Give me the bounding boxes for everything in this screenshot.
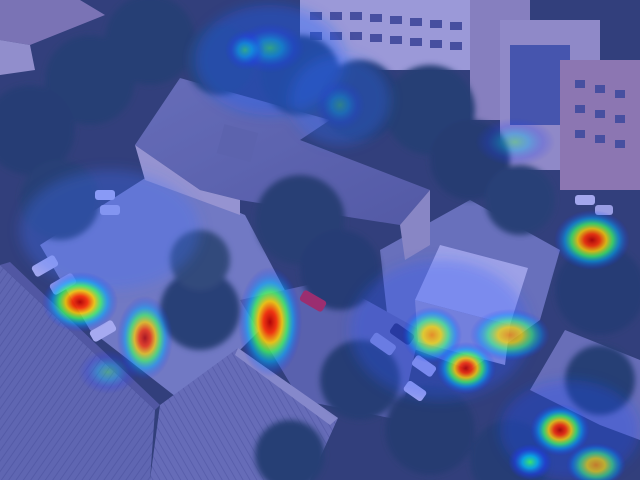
hotspot-top-tree-2 <box>225 30 265 70</box>
hotspot-house-right <box>470 309 550 361</box>
hotspot-left-car-3 <box>78 350 138 394</box>
heatmap-hotspots <box>42 23 630 480</box>
hotspot-building-right <box>475 118 555 166</box>
hotspot-bottom-right-car-2 <box>566 443 626 480</box>
hotspot-left-car <box>42 272 118 332</box>
hotspot-bottom-edge <box>508 444 552 480</box>
hotspot-right-car <box>554 210 630 270</box>
hotspot-tree-center <box>315 80 365 130</box>
hotspot-center-car <box>238 267 302 377</box>
building-top-left <box>0 0 105 75</box>
hotspot-bottom-right-car <box>530 404 590 456</box>
building-center <box>135 78 430 260</box>
hotspot-road-car <box>436 342 496 394</box>
